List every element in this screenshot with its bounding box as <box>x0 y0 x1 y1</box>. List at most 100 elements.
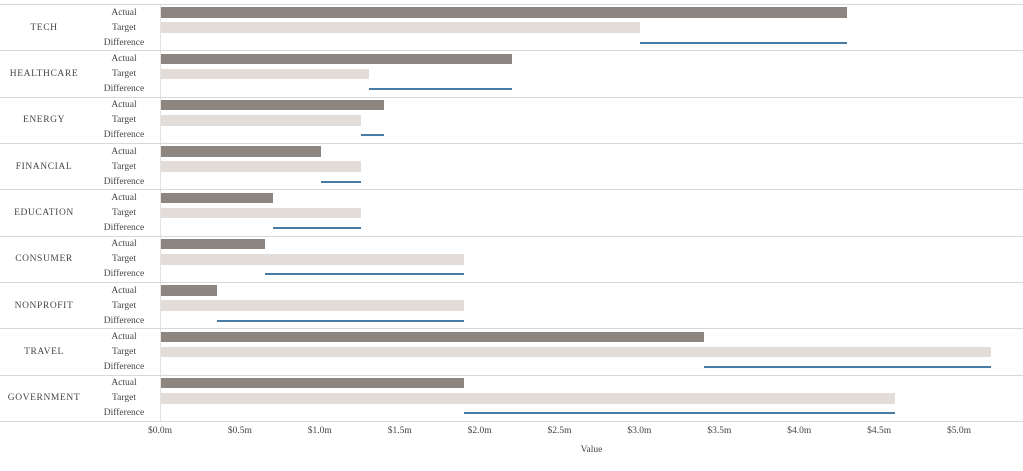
actual-bar[interactable] <box>161 238 265 250</box>
x-tick-label: $3.5m <box>707 426 732 436</box>
measure-row: Difference <box>88 313 1023 329</box>
x-tick-label: $5.0m <box>947 426 972 436</box>
x-tick-label: $1.0m <box>307 426 332 436</box>
difference-line[interactable] <box>360 134 385 137</box>
actual-bar[interactable] <box>161 53 513 65</box>
measure-label: Difference <box>103 176 145 187</box>
measure-label: Actual <box>111 192 137 203</box>
plot-cell <box>160 5 1023 21</box>
measure-row: Actual <box>88 190 1023 206</box>
difference-line[interactable] <box>464 412 896 415</box>
x-tick-label: $0.0m <box>147 426 173 436</box>
category-blocks: TECH Actual Target Difference HEALTHCARE Actu… <box>0 4 1023 422</box>
measure-rows: Actual Target Difference <box>88 5 1023 51</box>
measure-label: Target <box>112 115 136 126</box>
measure-row: Actual <box>88 143 1023 160</box>
category-block: TECH Actual Target Difference <box>0 5 1023 52</box>
measure-label: Difference <box>103 37 145 48</box>
category-label: FINANCIAL <box>15 161 73 172</box>
difference-line[interactable] <box>272 227 361 230</box>
difference-line[interactable] <box>639 41 848 44</box>
difference-line[interactable] <box>216 319 465 322</box>
actual-bar[interactable] <box>161 285 217 296</box>
actual-bar[interactable] <box>161 99 385 111</box>
measure-row: Target <box>88 298 1023 314</box>
difference-line[interactable] <box>320 180 361 183</box>
measure-row: Actual <box>88 97 1023 113</box>
difference-line[interactable] <box>264 273 465 276</box>
category-block: FINANCIAL Actual Target Difference <box>0 143 1023 191</box>
plot-cell <box>160 205 1023 221</box>
measure-row: Actual <box>88 236 1023 252</box>
measure-rows: Actual Target Difference <box>88 329 1023 375</box>
target-bar[interactable] <box>161 161 361 172</box>
plot-cell <box>160 282 1023 299</box>
plot-cell <box>160 159 1023 175</box>
difference-line[interactable] <box>368 88 513 91</box>
actual-bar[interactable] <box>161 7 848 18</box>
measure-label: Difference <box>103 84 145 95</box>
plot-cell <box>160 35 1023 51</box>
plot-cell <box>160 329 1023 345</box>
plot-cell <box>160 298 1023 314</box>
measure-row: Difference <box>88 405 1023 421</box>
measure-row: Difference <box>88 127 1023 143</box>
measure-label: Difference <box>103 130 145 141</box>
plot-cell <box>160 375 1023 391</box>
plot-cell <box>160 20 1023 36</box>
target-bar[interactable] <box>161 254 465 265</box>
plot-cell <box>160 251 1023 267</box>
target-bar[interactable] <box>161 393 896 404</box>
measure-row: Target <box>88 205 1023 221</box>
plot-cell <box>160 127 1023 143</box>
measure-row: Target <box>88 112 1023 128</box>
x-axis: $0.0m $0.5m $1.0m $1.5m $2.0m $2.5m $3.0m $3.5m… <box>148 422 1023 439</box>
plot-cell <box>160 112 1023 128</box>
actual-bar[interactable] <box>161 331 704 343</box>
measure-row: Target <box>88 390 1023 406</box>
category-block: TRAVEL Actual Target Difference <box>0 329 1023 376</box>
measure-rows: Actual Target Difference <box>88 97 1023 143</box>
measure-rows: Actual Target Difference <box>88 51 1023 97</box>
measure-label: Target <box>112 207 136 218</box>
target-bar[interactable] <box>161 115 361 126</box>
target-bar[interactable] <box>161 22 640 33</box>
x-tick-label: $1.5m <box>387 426 412 436</box>
measure-row: Actual <box>88 329 1023 345</box>
difference-line[interactable] <box>703 366 992 369</box>
measure-label: Target <box>112 22 136 33</box>
measure-row: Difference <box>88 220 1023 236</box>
category-label: ENERGY <box>22 115 66 126</box>
measure-label: Target <box>112 161 136 172</box>
category-block: ENERGY Actual Target Difference <box>0 97 1023 144</box>
x-tick-label: $4.0m <box>787 426 812 436</box>
target-bar[interactable] <box>161 68 369 80</box>
x-tick-label: $2.0m <box>467 426 492 436</box>
measure-row: Target <box>88 159 1023 175</box>
actual-bar[interactable] <box>161 377 465 389</box>
measure-row: Actual <box>88 282 1023 299</box>
measure-row: Difference <box>88 174 1023 190</box>
plot-cell <box>160 81 1023 97</box>
measure-row: Actual <box>88 5 1023 21</box>
target-bar[interactable] <box>161 207 361 219</box>
category-label: GOVERNMENT <box>7 393 81 404</box>
category-label: HEALTHCARE <box>9 68 79 79</box>
category-label: TRAVEL <box>24 346 64 357</box>
x-tick-label: $0.5m <box>227 426 252 436</box>
plot-cell <box>160 97 1023 113</box>
actual-bar[interactable] <box>161 192 273 204</box>
measure-label: Target <box>112 300 136 311</box>
measure-row: Target <box>88 20 1023 36</box>
plot-cell <box>160 190 1023 206</box>
plot-cell <box>160 220 1023 236</box>
measure-row: Target <box>88 251 1023 267</box>
category-block: NONPROFIT Actual Target Difference <box>0 282 1023 330</box>
target-bar[interactable] <box>161 300 465 311</box>
measure-rows: Actual Target Difference <box>88 375 1023 421</box>
measure-row: Actual <box>88 375 1023 391</box>
target-bar[interactable] <box>161 346 992 358</box>
actual-bar[interactable] <box>161 146 321 157</box>
category-label: CONSUMER <box>15 254 73 265</box>
plot-cell <box>160 313 1023 329</box>
